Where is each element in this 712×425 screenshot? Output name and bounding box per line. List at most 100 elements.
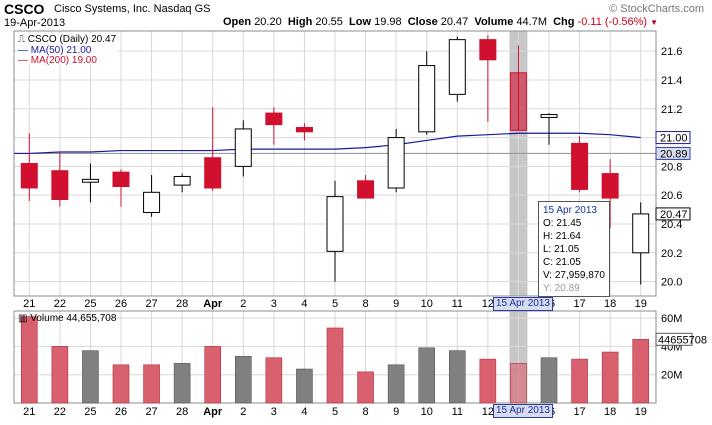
price-x-tick-label: 22 [54,298,66,310]
candle-body [173,175,191,186]
ma50-line [14,132,641,155]
price-y-tick-label: 21.4 [661,75,682,87]
low-label: Low [349,16,372,28]
legend-volume-text: Volume 44,655,708 [30,313,117,324]
price-x-tick-label: 21 [23,298,35,310]
price-x-tick-label: 3 [271,298,277,310]
volume-x-tick-label: 11 [452,406,463,418]
volume-x-tick-label: 26 [115,406,127,418]
volume-bar [540,357,558,404]
volume-x-tick-label: 4 [301,406,307,418]
candle-body [112,171,130,188]
price-y-tick-label: 20.8 [661,161,682,173]
cursor-value-tag: 20.89 [660,148,688,160]
volume-y-tick-label: 20M [661,370,682,382]
ma50-value-tag-box [655,131,691,145]
price-x-tick-label: 12 [482,298,494,310]
volume-bar [601,351,619,404]
volume-x-tick-label: 19 [635,406,647,418]
ma50-legend-icon: — [18,45,31,56]
candle-body [418,65,436,133]
open-label: Open [223,16,252,28]
tooltip-low: L: 21.05 [543,244,580,255]
volume-x-tick-label: 28 [176,406,188,418]
close-value: 20.47 [440,16,469,28]
price-y-tick-label: 20.4 [661,219,682,231]
price-x-tick-label: 10 [421,298,433,310]
volume-bar [632,339,650,404]
volume-bar [357,371,374,404]
tooltip-date: 15 Apr 2013 [543,205,597,216]
volume-bar [571,358,588,404]
tooltip-y: Y: 20.89 [543,283,580,294]
volume-x-tick-label: 18 [604,406,616,418]
volume-bar [418,347,436,404]
candle-body [571,142,589,190]
volume-bar [204,346,222,404]
price-x-tick-label: Apr [203,298,223,310]
volume-legend-icon: ▥ [18,313,30,324]
brand-label[interactable]: © StockCharts.com [609,3,704,15]
candle-body [632,213,650,254]
tooltip-close: C: 21.05 [543,257,581,268]
open-value: 20.20 [254,16,282,28]
volume-x-tick-label: 8 [363,406,369,418]
chart-header: CSCO Cisco Systems, Inc. Nasdaq GS 19-Ap… [0,0,712,30]
price-x-tick-label: 18 [604,298,616,310]
legend-ma50-text: MA(50) 21.00 [31,45,92,56]
cursor-value-tag-box [655,146,691,160]
candle-body [234,128,252,167]
volume-x-tick-label: 2 [240,406,246,418]
price-x-tick-label: 17 [573,298,585,310]
price-x-tick-label: 26 [115,298,127,310]
volume-x-tick-label: 5 [332,406,338,418]
volume-bar [173,363,191,404]
legend-ma50: — MA(50) 21.00 [18,45,92,56]
volume-bar [296,368,313,404]
candle-body [204,157,222,189]
volume-bar [326,327,344,404]
volume-value-tag-box [655,332,693,346]
volume-bar [387,364,405,404]
candle-body [448,39,466,95]
down-triangle-icon: ▼ [650,18,659,27]
price-y-tick-label: 21.6 [661,46,682,58]
candle-body [143,191,161,213]
price-x-tick-label: 8 [363,298,369,310]
high-label: High [287,16,313,28]
volume-x-tick-label: 27 [145,406,157,418]
candle-body [540,114,558,118]
high-value: 20.55 [315,16,343,28]
price-y-tick-label: 20.6 [661,190,682,202]
volume-x-tick-label: 17 [573,406,585,418]
price-x-tick-label: 2 [240,298,246,310]
candle-body [265,112,283,126]
tooltip-high: H: 21.64 [543,231,581,242]
candle-body [387,137,405,189]
volume-bar [143,364,160,404]
volume-label: Volume [474,16,514,28]
candle-body [479,39,497,61]
price-y-tick-label: 21.2 [661,104,682,116]
price-y-tick-label: 20.2 [661,248,682,260]
volume-value-tag: 44655708 [658,334,707,346]
candle-legend-icon: ⎍ [18,34,28,45]
price-x-tick-label: 25 [84,298,96,310]
data-tooltip: 15 Apr 2013 O: 21.45 H: 21.64 L: 21.05 C… [538,201,610,297]
price-x-tick-label: 11 [452,298,463,310]
price-x-tick-label: 5 [332,298,338,310]
candle-body [601,173,619,199]
price-x-tick-label: 19 [635,298,647,310]
candle-body [81,178,99,183]
volume-bar [20,316,38,404]
price-x-tick-label: 28 [176,298,188,310]
volume-x-tick-label: Apr [203,406,223,418]
volume-x-tick-label: 22 [54,406,66,418]
volume-bar [510,363,527,404]
volume-y-tick-label: 60M [661,313,682,325]
cursor-date-label-price: 15 Apr 2013 [493,297,553,311]
candle-body [357,180,375,199]
candle-body [509,72,527,131]
volume-bar [234,355,252,404]
